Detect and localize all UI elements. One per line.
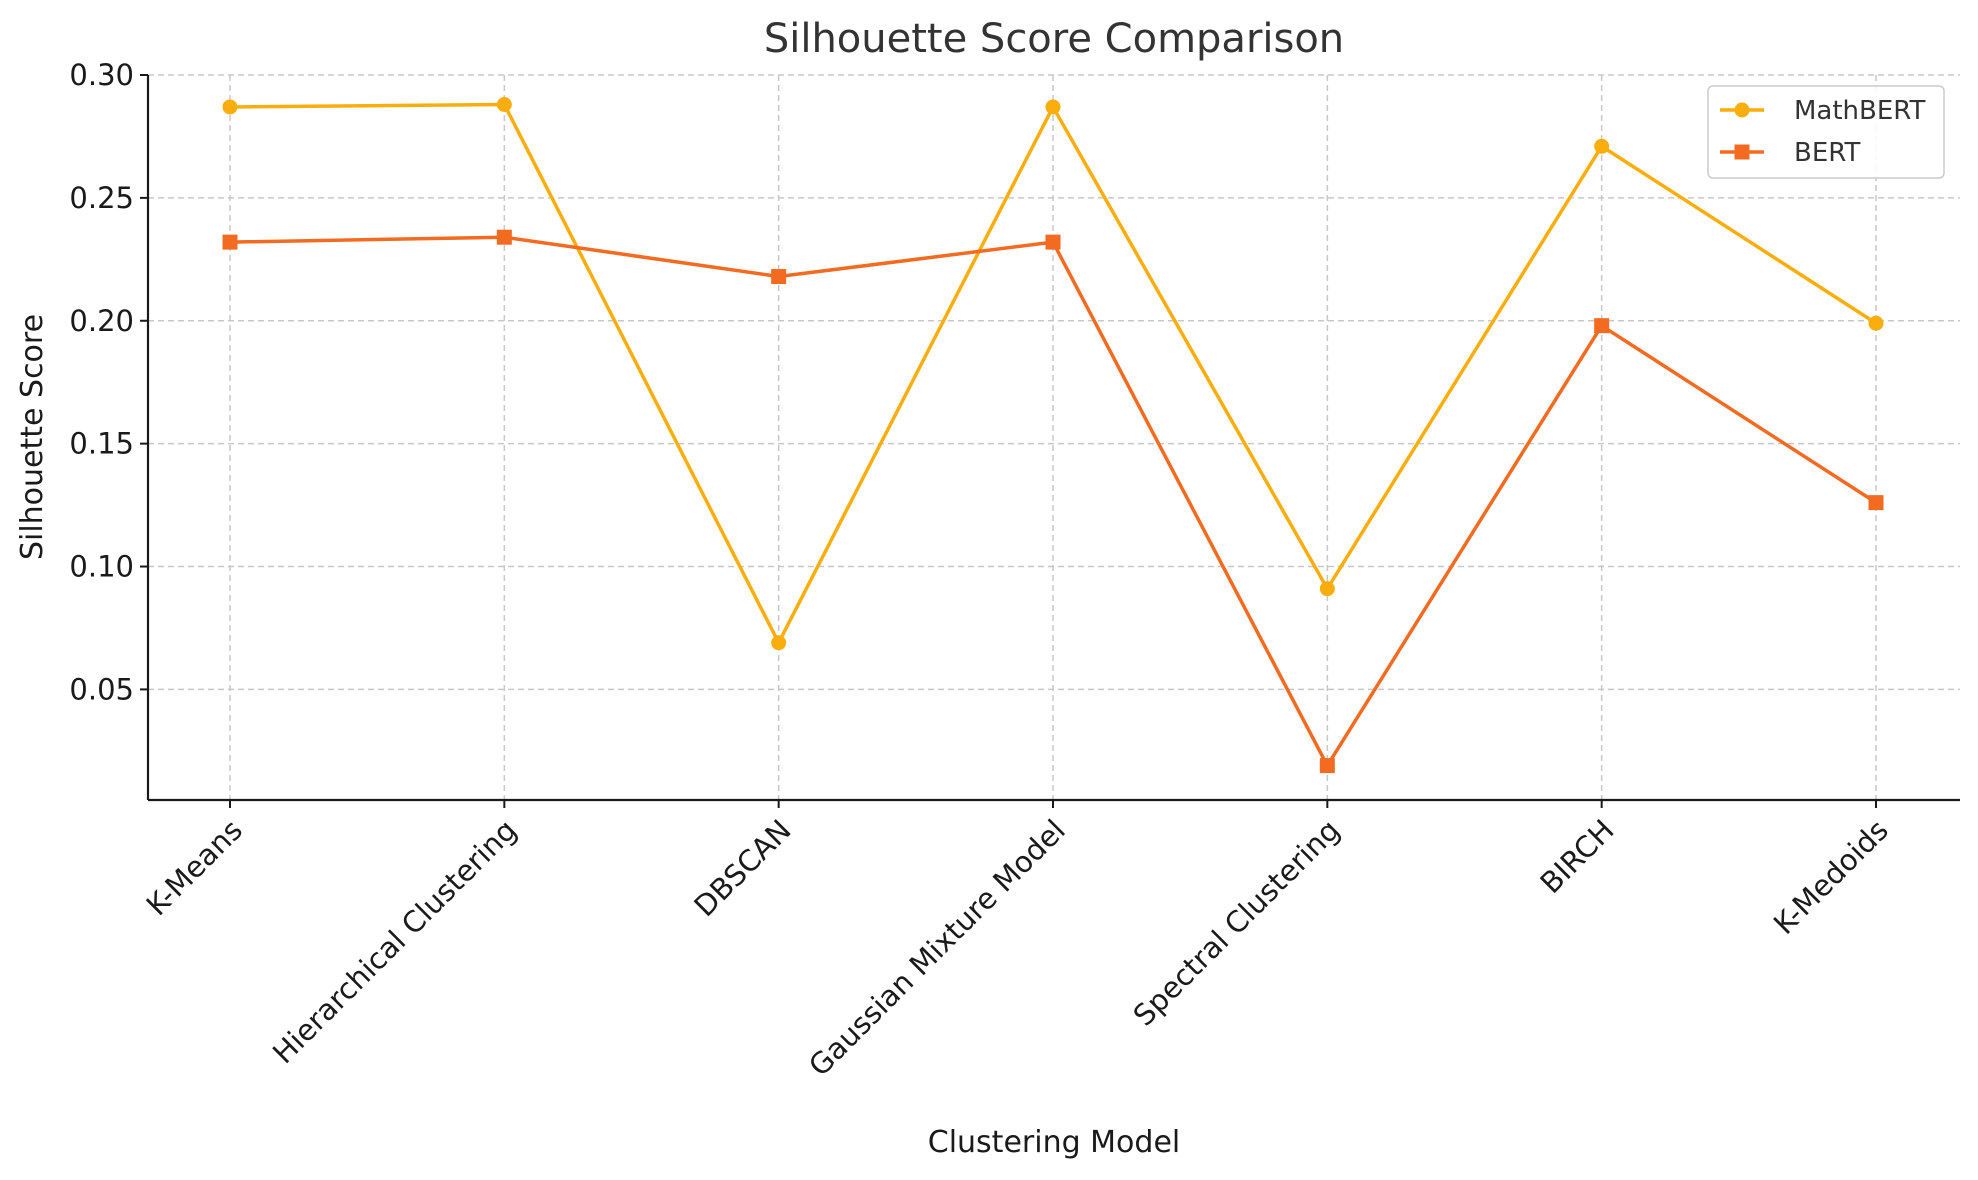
x-tick-label: K-Means — [140, 813, 249, 922]
point-bert — [1868, 495, 1884, 511]
point-bert — [496, 229, 512, 245]
y-tick-label: 0.20 — [69, 304, 134, 338]
point-mathbert — [1319, 581, 1335, 597]
point-mathbert — [222, 99, 238, 115]
point-mathbert — [496, 96, 512, 112]
x-tick-label: DBSCAN — [687, 813, 797, 923]
y-tick-label: 0.30 — [69, 58, 134, 92]
point-bert — [1045, 234, 1061, 250]
point-bert — [222, 234, 238, 250]
y-tick-label: 0.25 — [69, 181, 134, 215]
y-tick-label: 0.05 — [69, 672, 134, 706]
y-tick-label: 0.15 — [69, 427, 134, 461]
point-mathbert — [1045, 99, 1061, 115]
x-tick-label: Hierarchical Clustering — [266, 813, 523, 1070]
point-mathbert — [1594, 138, 1610, 154]
legend-label-mathbert: MathBERT — [1794, 96, 1925, 126]
legend-label-bert: BERT — [1794, 138, 1860, 168]
legend-marker-bert — [1734, 144, 1750, 160]
point-bert — [1319, 758, 1335, 774]
x-axis-label: Clustering Model — [928, 1125, 1180, 1160]
y-tick-label: 0.10 — [69, 550, 134, 584]
chart-title: Silhouette Score Comparison — [764, 16, 1344, 62]
x-tick-label: BIRCH — [1533, 813, 1620, 900]
grid — [148, 74, 1960, 800]
point-bert — [771, 269, 787, 285]
point-mathbert — [1868, 315, 1884, 331]
legend: MathBERT BERT — [1707, 85, 1945, 179]
y-axis-label: Silhouette Score — [15, 314, 50, 560]
legend-box — [1707, 85, 1945, 179]
x-tick-label: Gaussian Mixture Model — [802, 813, 1072, 1083]
point-mathbert — [771, 635, 787, 651]
axes: K-Means Hierarchical Clustering DBSCAN Gaus… — [69, 58, 1960, 1083]
x-tick-label: Spectral Clustering — [1127, 813, 1347, 1033]
x-tick-label: K-Medoids — [1767, 813, 1895, 941]
series-layer — [222, 96, 1884, 774]
legend-marker-mathbert — [1734, 102, 1750, 118]
point-bert — [1594, 318, 1610, 334]
